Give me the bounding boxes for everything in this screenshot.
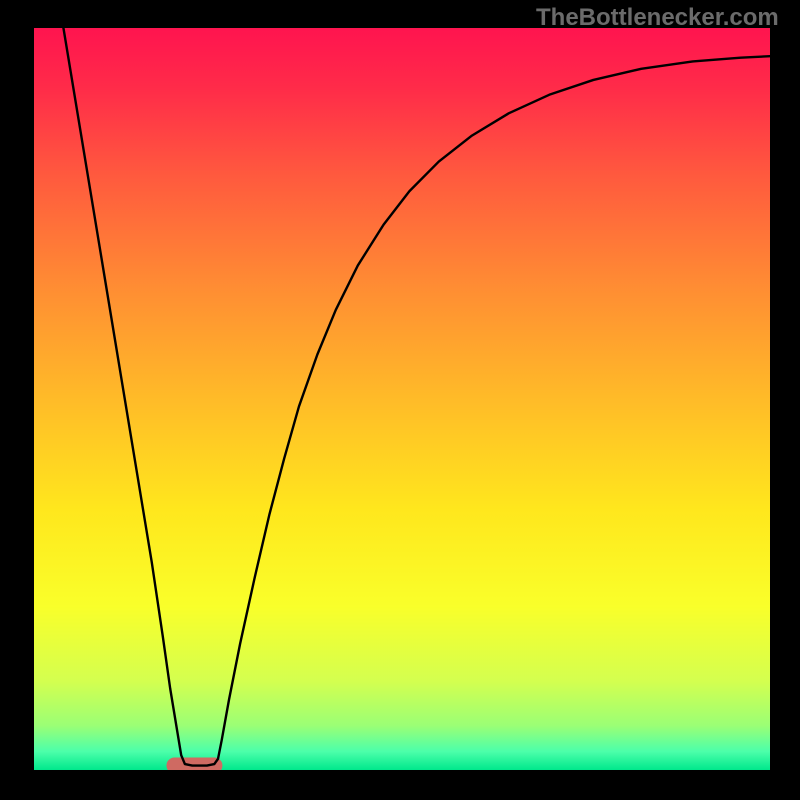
plot-svg <box>34 28 770 770</box>
gradient-background <box>34 28 770 770</box>
watermark-text: TheBottlenecker.com <box>536 4 779 32</box>
chart-container: TheBottlenecker.com <box>0 0 800 800</box>
plot-area <box>34 28 770 770</box>
